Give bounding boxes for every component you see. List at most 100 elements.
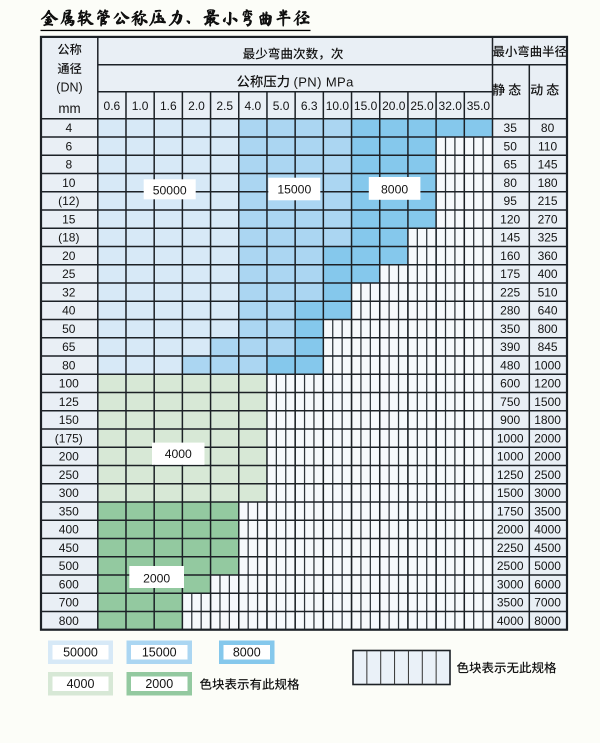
- svg-text:1.6: 1.6: [160, 99, 177, 113]
- svg-text:215: 215: [538, 194, 558, 208]
- svg-text:15000: 15000: [277, 182, 311, 196]
- svg-text:640: 640: [538, 304, 558, 318]
- svg-text:3500: 3500: [534, 504, 561, 518]
- svg-text:3000: 3000: [497, 577, 524, 591]
- svg-text:270: 270: [538, 213, 558, 227]
- svg-text:125: 125: [59, 395, 79, 409]
- svg-text:2000: 2000: [497, 523, 524, 537]
- svg-text:32.0: 32.0: [439, 99, 463, 113]
- svg-text:7000: 7000: [534, 596, 561, 610]
- svg-text:2.5: 2.5: [216, 99, 233, 113]
- svg-text:1500: 1500: [497, 486, 524, 500]
- svg-text:80: 80: [504, 176, 518, 190]
- svg-text:15000: 15000: [142, 646, 177, 660]
- svg-text:15.0: 15.0: [354, 99, 378, 113]
- svg-text:325: 325: [538, 231, 558, 245]
- svg-text:180: 180: [538, 176, 558, 190]
- svg-text:(175): (175): [55, 431, 83, 445]
- svg-text:110: 110: [538, 140, 557, 154]
- svg-text:4000: 4000: [67, 677, 95, 691]
- svg-text:50000: 50000: [153, 183, 187, 197]
- svg-text:8000: 8000: [381, 183, 408, 197]
- svg-text:750: 750: [500, 395, 520, 409]
- svg-text:0.6: 0.6: [104, 99, 121, 113]
- svg-text:450: 450: [59, 541, 79, 555]
- svg-text:10: 10: [62, 176, 76, 190]
- svg-text:3000: 3000: [534, 486, 561, 500]
- svg-text:(PN) MPa: (PN) MPa: [294, 74, 355, 89]
- svg-text:225: 225: [500, 285, 520, 299]
- svg-text:(DN): (DN): [56, 80, 82, 94]
- svg-text:1250: 1250: [497, 468, 524, 482]
- svg-text:2500: 2500: [534, 468, 561, 482]
- svg-text:50000: 50000: [63, 646, 98, 660]
- svg-text:50: 50: [504, 140, 518, 154]
- svg-text:20.0: 20.0: [382, 99, 406, 113]
- svg-text:600: 600: [59, 577, 79, 591]
- svg-text:360: 360: [538, 249, 558, 263]
- svg-text:2.0: 2.0: [188, 99, 205, 113]
- svg-text:6000: 6000: [534, 577, 561, 591]
- svg-text:1750: 1750: [497, 504, 524, 518]
- svg-text:10.0: 10.0: [326, 99, 350, 113]
- svg-text:4000: 4000: [165, 447, 192, 461]
- svg-text:95: 95: [504, 194, 518, 208]
- svg-text:800: 800: [538, 322, 558, 336]
- svg-text:145: 145: [538, 158, 558, 172]
- svg-text:280: 280: [500, 304, 520, 318]
- svg-text:50: 50: [62, 322, 76, 336]
- svg-text:2000: 2000: [534, 431, 561, 445]
- svg-text:5000: 5000: [534, 559, 561, 573]
- svg-text:40: 40: [62, 304, 76, 318]
- svg-text:8: 8: [65, 158, 72, 172]
- svg-text:5.0: 5.0: [273, 99, 290, 113]
- svg-text:35.0: 35.0: [467, 99, 491, 113]
- svg-text:390: 390: [500, 340, 520, 354]
- svg-text:8000: 8000: [534, 614, 561, 628]
- svg-text:(12): (12): [58, 194, 79, 208]
- svg-text:35: 35: [504, 121, 518, 135]
- svg-text:845: 845: [538, 340, 558, 354]
- svg-text:4500: 4500: [534, 541, 561, 555]
- svg-text:4: 4: [65, 121, 72, 135]
- svg-text:2000: 2000: [145, 677, 173, 691]
- svg-text:32: 32: [62, 285, 76, 299]
- svg-text:150: 150: [59, 413, 79, 427]
- svg-text:175: 175: [500, 267, 520, 281]
- svg-text:80: 80: [541, 121, 555, 135]
- svg-text:100: 100: [59, 377, 79, 391]
- svg-text:350: 350: [59, 504, 79, 518]
- svg-text:1500: 1500: [534, 395, 561, 409]
- svg-text:80: 80: [62, 358, 76, 372]
- svg-text:25.0: 25.0: [410, 99, 434, 113]
- svg-text:1200: 1200: [534, 377, 561, 391]
- svg-text:2500: 2500: [497, 559, 524, 573]
- svg-text:500: 500: [59, 559, 79, 573]
- svg-text:350: 350: [500, 322, 520, 336]
- svg-text:250: 250: [59, 468, 79, 482]
- svg-text:6: 6: [65, 140, 72, 154]
- svg-text:1000: 1000: [534, 358, 561, 372]
- svg-text:145: 145: [500, 231, 520, 245]
- svg-text:6.3: 6.3: [301, 99, 318, 113]
- svg-text:900: 900: [500, 413, 520, 427]
- svg-text:65: 65: [504, 158, 518, 172]
- svg-text:25: 25: [62, 267, 76, 281]
- svg-text:510: 510: [538, 285, 558, 299]
- svg-text:8000: 8000: [233, 646, 261, 660]
- svg-text:1000: 1000: [497, 450, 524, 464]
- svg-text:300: 300: [59, 486, 79, 500]
- svg-text:2250: 2250: [497, 541, 524, 555]
- svg-text:(18): (18): [58, 231, 79, 245]
- svg-text:mm: mm: [58, 101, 80, 116]
- svg-text:480: 480: [500, 358, 520, 372]
- svg-text:1.0: 1.0: [132, 99, 149, 113]
- svg-text:700: 700: [59, 596, 79, 610]
- svg-text:400: 400: [538, 267, 558, 281]
- svg-text:20: 20: [62, 249, 76, 263]
- svg-text:600: 600: [500, 377, 520, 391]
- svg-text:4.0: 4.0: [245, 99, 262, 113]
- svg-text:3500: 3500: [497, 596, 524, 610]
- svg-text:1800: 1800: [534, 413, 561, 427]
- svg-text:2000: 2000: [534, 450, 561, 464]
